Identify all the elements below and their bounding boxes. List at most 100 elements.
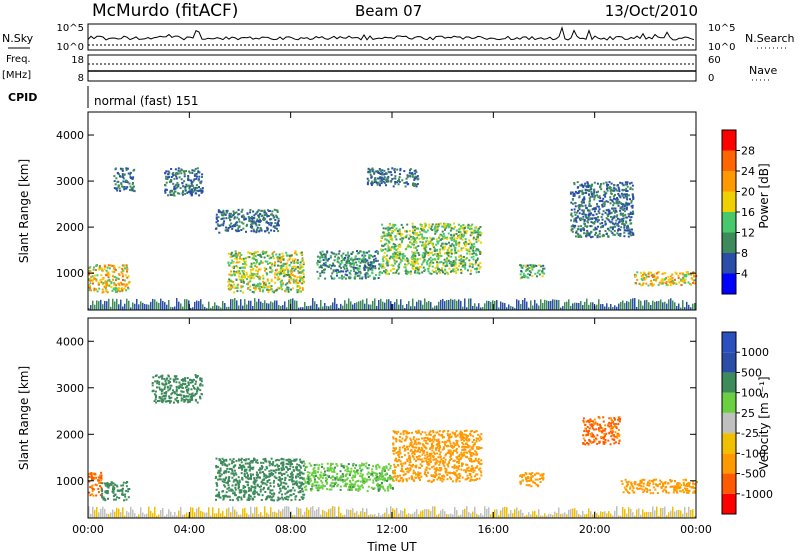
noise-mark <box>466 307 468 310</box>
echo-mark-6 <box>450 252 453 255</box>
echo-mark-6 <box>391 226 394 229</box>
echo-mark-6 <box>438 261 441 264</box>
echo-mark-7 <box>411 175 414 178</box>
echo-mark-3 <box>299 252 302 255</box>
echo-mark-3 <box>279 490 282 493</box>
echo-mark-6 <box>423 255 426 258</box>
echo-mark-9 <box>624 213 627 216</box>
echo-mark-10 <box>667 284 669 287</box>
noise-mark <box>182 514 184 518</box>
echo-mark-3 <box>274 471 277 474</box>
echo-mark-9 <box>584 204 587 207</box>
echo-mark-6 <box>434 253 437 256</box>
echo-mark-4 <box>244 217 247 220</box>
echo-mark-9 <box>622 215 625 217</box>
echo-mark-9 <box>612 195 615 198</box>
echo-mark-5 <box>317 260 320 263</box>
echo-mark-3 <box>243 458 246 461</box>
echo-mark-6 <box>379 265 382 268</box>
echo-mark-0 <box>91 476 94 479</box>
echo-mark-2 <box>165 175 168 178</box>
echo-mark-3 <box>259 268 262 271</box>
noise-mark <box>458 299 460 310</box>
echo-mark-6 <box>442 233 445 235</box>
echo-mark-7 <box>409 168 412 171</box>
echo-mark-2 <box>154 394 157 397</box>
echo-mark-3 <box>295 483 298 486</box>
echo-mark-3 <box>247 481 250 484</box>
echo-mark-9 <box>623 205 626 208</box>
echo-mark-2 <box>184 189 187 192</box>
echo-mark-10 <box>633 273 636 276</box>
echo-mark-3 <box>266 476 269 478</box>
echo-mark-0 <box>102 278 105 281</box>
echo-mark-3 <box>291 471 293 474</box>
noise-mark <box>642 509 644 518</box>
echo-mark-5 <box>373 261 375 263</box>
echo-mark-9 <box>625 229 628 232</box>
echo-mark-5 <box>358 267 361 270</box>
echo-mark-10 <box>660 279 663 282</box>
echo-mark-9 <box>609 202 612 205</box>
echo-mark-3 <box>296 291 299 294</box>
echo-mark-3 <box>261 494 264 497</box>
echo-mark-3 <box>249 465 252 468</box>
echo-mark-9 <box>576 232 579 235</box>
echo-mark-3 <box>227 261 230 264</box>
noise-mark <box>178 510 180 518</box>
echo-mark-3 <box>241 476 244 479</box>
echo-mark-3 <box>268 462 271 465</box>
echo-mark-9 <box>571 230 574 233</box>
echo-mark-2 <box>181 390 184 393</box>
noise-mark <box>694 515 696 518</box>
echo-mark-6 <box>426 237 428 240</box>
echo-mark-3 <box>231 285 234 288</box>
echo-mark-1 <box>114 493 117 496</box>
echo-mark-6 <box>450 255 453 258</box>
noise-mark <box>650 512 652 518</box>
echo-mark-0 <box>100 278 103 281</box>
echo-mark-5 <box>322 262 325 265</box>
echo-mark-5 <box>367 269 370 272</box>
echo-mark-4 <box>237 213 240 216</box>
echo-mark-6 <box>391 267 394 270</box>
echo-mark-5 <box>318 257 321 260</box>
echo-mark-3 <box>290 261 293 264</box>
echo-mark-6 <box>471 247 474 250</box>
echo-mark-4 <box>264 230 266 233</box>
noise-mark <box>234 509 236 518</box>
echo-mark-6 <box>412 246 415 249</box>
echo-mark-5 <box>363 267 366 270</box>
echo-mark-9 <box>601 213 604 216</box>
echo-mark-9 <box>596 220 599 223</box>
echo-mark-3 <box>268 479 271 481</box>
echo-mark-9 <box>629 188 632 190</box>
echo-mark-1 <box>113 187 116 190</box>
echo-mark-3 <box>227 280 230 283</box>
echo-mark-1 <box>118 497 121 499</box>
echo-mark-6 <box>470 230 473 233</box>
echo-mark-5 <box>369 263 372 266</box>
echo-mark-7 <box>377 177 380 180</box>
echo-mark-3 <box>279 477 282 480</box>
echo-mark-10 <box>636 278 639 281</box>
echo-mark-1 <box>125 481 128 484</box>
echo-mark-9 <box>591 183 593 186</box>
echo-mark-2 <box>185 170 187 173</box>
echo-mark-3 <box>280 258 282 261</box>
echo-mark-0 <box>122 264 125 267</box>
echo-mark-6 <box>425 250 428 253</box>
echo-mark-2 <box>152 390 155 392</box>
echo-mark-6 <box>458 228 461 231</box>
echo-mark-6 <box>422 237 425 240</box>
echo-mark-2 <box>167 374 170 377</box>
noise-mark <box>384 512 386 518</box>
echo-mark-2 <box>180 178 183 181</box>
echo-mark-6 <box>424 252 427 255</box>
noise-mark <box>462 509 464 518</box>
echo-mark-0 <box>90 289 92 292</box>
noise-mark <box>532 511 534 518</box>
echo-mark-6 <box>395 227 398 230</box>
echo-mark-2 <box>180 379 183 381</box>
echo-mark-1 <box>121 488 124 491</box>
